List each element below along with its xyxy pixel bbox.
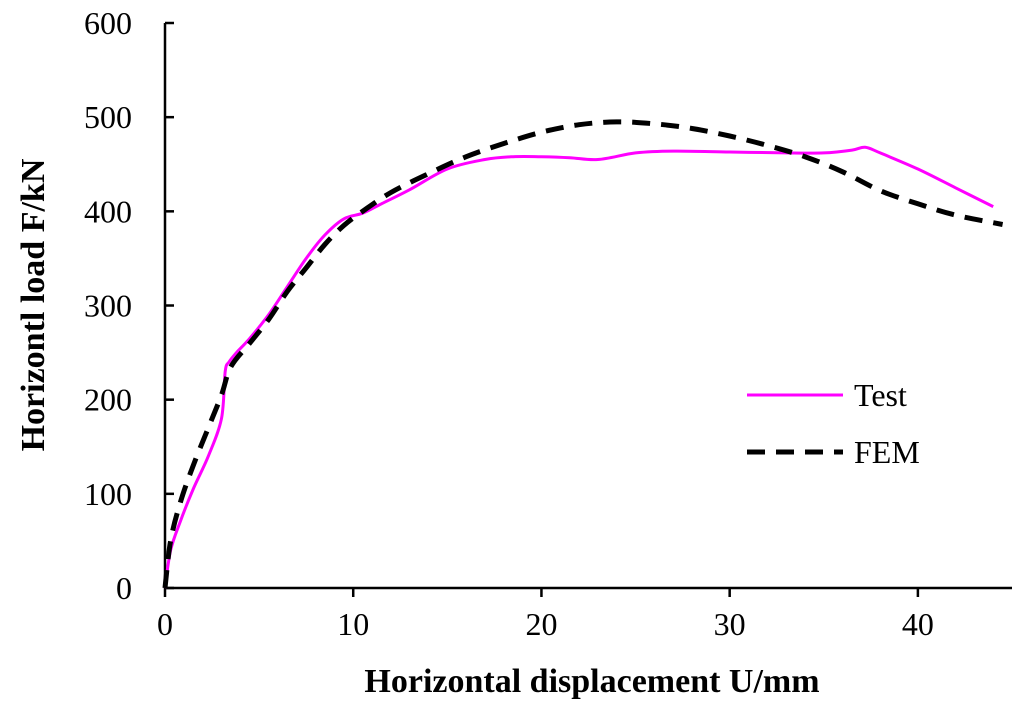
legend-label-fem: FEM bbox=[854, 434, 920, 470]
series-line-test bbox=[163, 145, 994, 589]
y-tick-label: 200 bbox=[84, 382, 132, 418]
series-line-fem bbox=[162, 119, 1004, 589]
y-tick-label: 600 bbox=[84, 5, 132, 41]
y-tick-label: 300 bbox=[84, 288, 132, 324]
x-tick-label: 30 bbox=[714, 606, 746, 642]
legend-label-test: Test bbox=[854, 377, 907, 413]
y-axis-title: Horizontl load F/kN bbox=[15, 158, 52, 451]
x-tick-label: 40 bbox=[902, 606, 934, 642]
x-tick-label: 0 bbox=[157, 606, 173, 642]
y-tick-label: 500 bbox=[84, 99, 132, 135]
axes bbox=[163, 23, 1012, 590]
x-axis-title: Horizontal displacement U/mm bbox=[364, 663, 819, 700]
y-tick-label: 0 bbox=[116, 570, 132, 606]
y-tick-label: 400 bbox=[84, 193, 132, 229]
ticks: 0 100 200 300 400 500 600 0 10 20 30 40 bbox=[84, 5, 934, 642]
legend: Test FEM bbox=[747, 377, 920, 470]
plot-area bbox=[162, 119, 1004, 589]
x-tick-label: 20 bbox=[525, 606, 557, 642]
y-tick-label: 100 bbox=[84, 476, 132, 512]
x-tick-label: 10 bbox=[337, 606, 369, 642]
